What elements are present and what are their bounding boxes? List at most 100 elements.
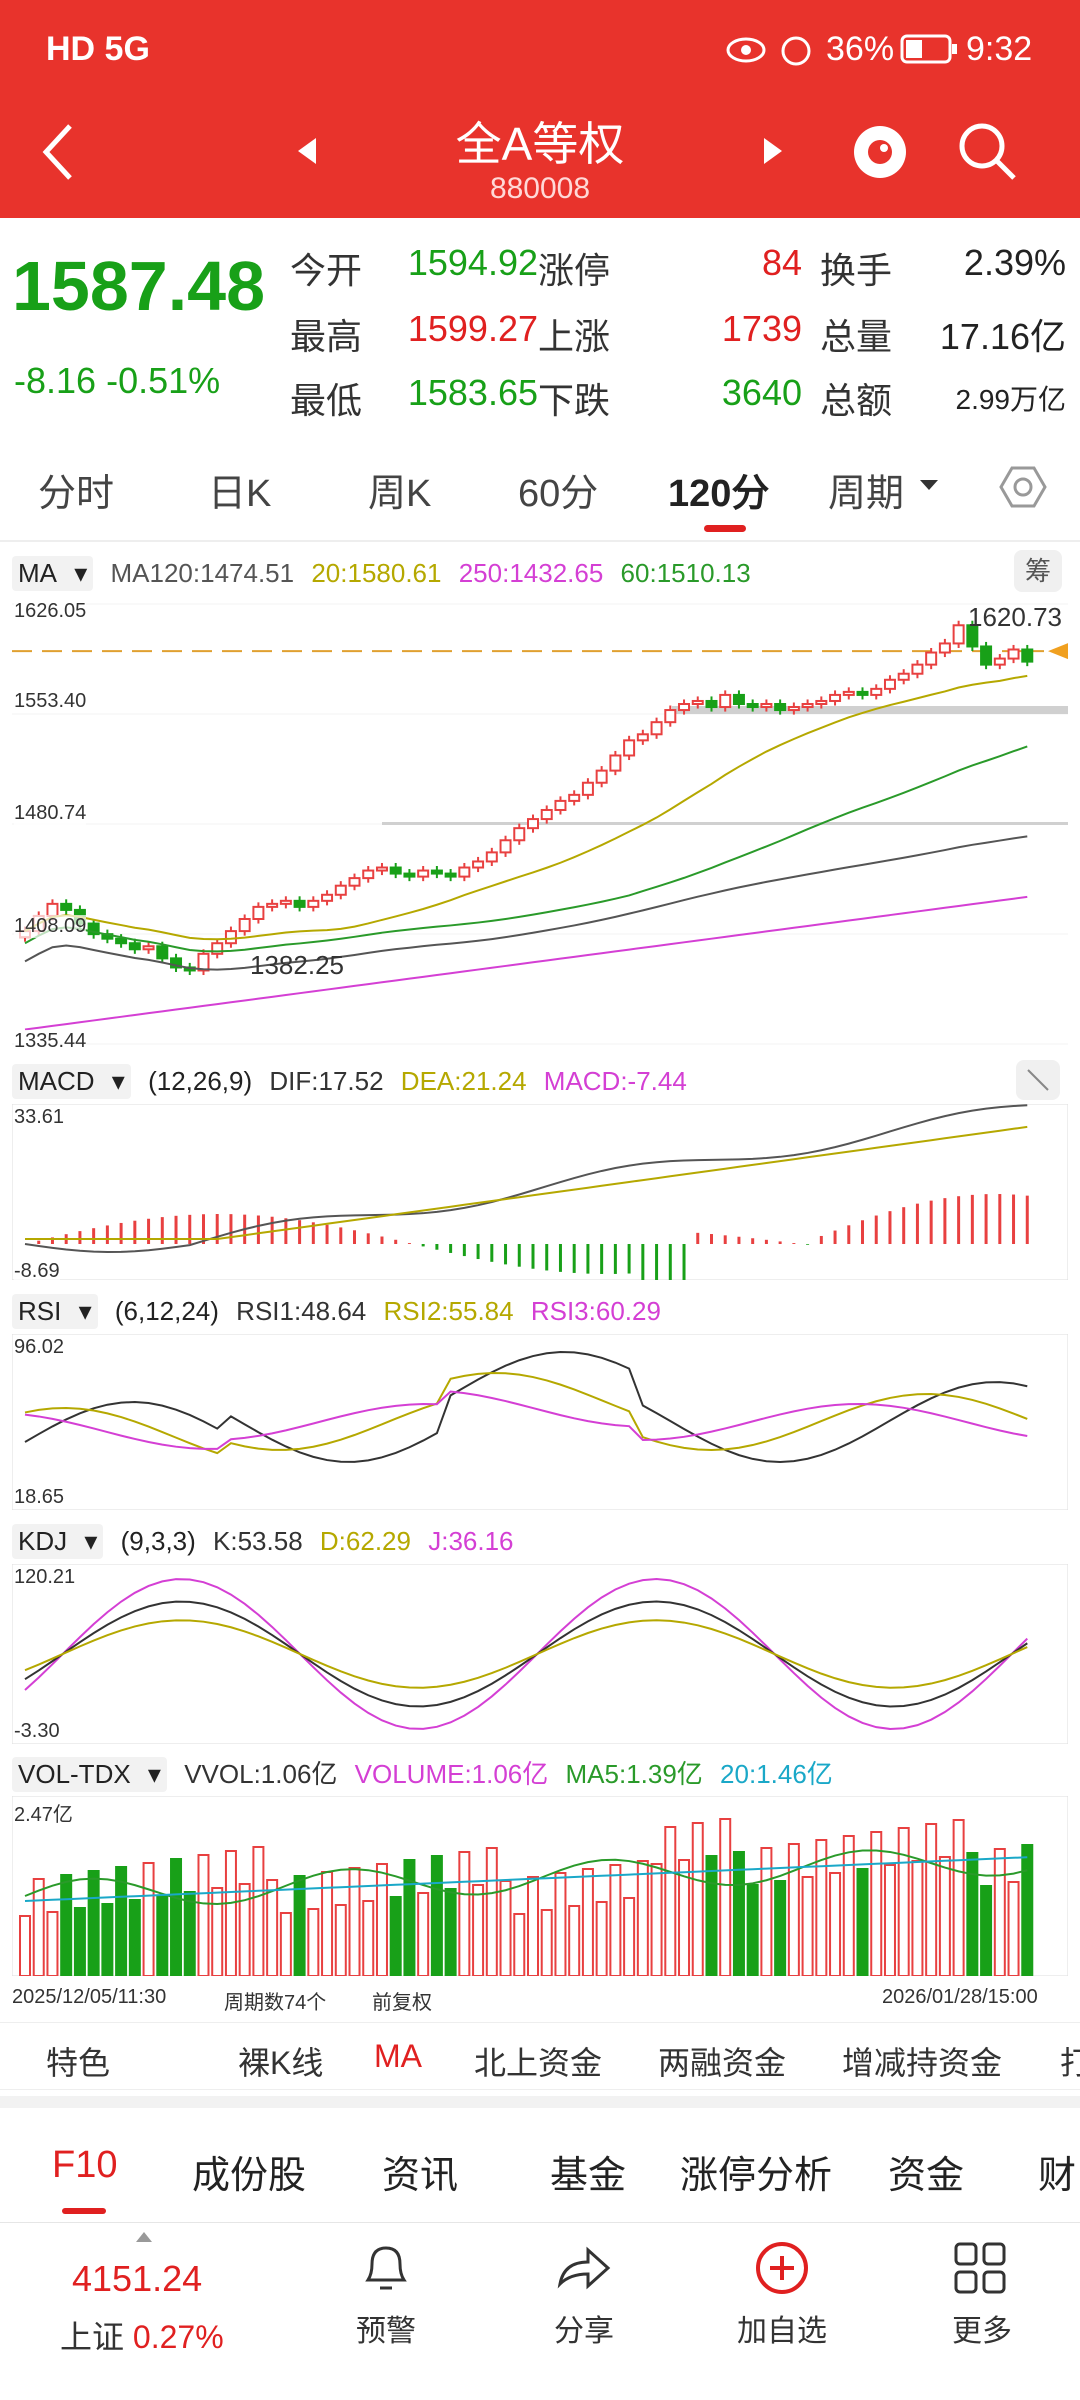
feature-tab-3[interactable]: 北上资金 [474, 2045, 603, 2081]
divider [0, 540, 1080, 542]
candle [485, 851, 498, 863]
candle [417, 869, 430, 878]
volume-bar [115, 1866, 128, 1976]
nav-0[interactable]: 预警 [356, 2315, 416, 2348]
candle [883, 678, 896, 690]
volume-bar [430, 1855, 443, 1976]
nav-1[interactable]: 分享 [554, 2315, 614, 2348]
feature-tab-4[interactable]: 两融资金 [658, 2045, 787, 2081]
candle [911, 663, 924, 675]
candle [1021, 648, 1034, 663]
candle [472, 860, 485, 869]
volume-bar [224, 1850, 237, 1976]
vol-legend: VOL-TDX ▾ VVOL:1.06亿 VOLUME:1.06亿 MA5:1.… [12, 1754, 843, 1792]
volume-bar [746, 1884, 759, 1976]
volume-bar [60, 1874, 73, 1976]
kdj-line [24, 1600, 1028, 1708]
mascot-icon[interactable] [848, 116, 912, 186]
volume-bar [73, 1907, 86, 1976]
vol-ma20 [24, 1856, 1028, 1902]
prev-arrow-icon[interactable] [296, 136, 320, 166]
ma-line [24, 835, 1028, 971]
tab-1[interactable]: 日K [208, 473, 272, 515]
rsi-params: (6,12,24) [114, 1296, 219, 1326]
nav-2[interactable]: 加自选 [737, 2315, 827, 2348]
candle [568, 793, 581, 802]
chip-button[interactable]: 筹 [1014, 550, 1062, 592]
volume-bar [732, 1851, 745, 1976]
share-icon[interactable] [554, 2240, 614, 2296]
macd-dea: DEA:21.24 [400, 1066, 527, 1096]
candle [266, 902, 279, 908]
ma60-value: 60:1510.13 [620, 558, 751, 588]
tab-5[interactable]: 周期 [828, 473, 905, 515]
volume-bar [266, 1879, 279, 1976]
vol-ma5 [24, 1849, 1028, 1905]
kdj-params: (9,3,3) [120, 1526, 196, 1556]
volume-bar [678, 1859, 691, 1976]
candle [595, 769, 608, 784]
ma-selector[interactable]: MA ▾ [12, 556, 94, 591]
info-tab-6[interactable]: 财 [1038, 2155, 1077, 2197]
section-gap [0, 2096, 1080, 2108]
kdj-selector[interactable]: KDJ ▾ [12, 1524, 104, 1559]
add-favorite-icon[interactable] [752, 2238, 812, 2298]
feature-tab-5[interactable]: 增减持资金 [842, 2045, 1003, 2081]
kline-chart[interactable] [12, 600, 1068, 1056]
candle [966, 624, 979, 648]
feature-tab-0[interactable]: 特色 [46, 2045, 111, 2081]
candle [650, 721, 663, 736]
feature-tab-2[interactable]: MA [374, 2038, 422, 2074]
candle [128, 942, 141, 951]
info-tab-4[interactable]: 涨停分析 [680, 2155, 833, 2197]
expand-icon[interactable] [1016, 1060, 1060, 1100]
rsi-selector[interactable]: RSI ▾ [12, 1294, 98, 1329]
tab-2[interactable]: 周K [368, 473, 432, 515]
candle [444, 872, 457, 878]
feature-tab-1[interactable]: 裸K线 [238, 2045, 324, 2081]
volume-bar [170, 1858, 183, 1976]
rsi1: RSI1:48.64 [236, 1296, 367, 1326]
app-header: HD 5G 36% 9:32 全A等权 880008 [0, 0, 1080, 218]
info-tab-1[interactable]: 成份股 [192, 2155, 307, 2197]
nav-3[interactable]: 更多 [952, 2315, 1012, 2348]
volume-bar [444, 1888, 457, 1976]
info-tab-5[interactable]: 资金 [888, 2155, 965, 2197]
tab-3[interactable]: 60分 [518, 473, 599, 515]
more-grid-icon[interactable] [952, 2240, 1008, 2296]
index-row[interactable]: 上证 0.27% [60, 2312, 224, 2358]
kdj-chart [12, 1564, 1068, 1744]
candle [581, 781, 594, 796]
volume-bar [540, 1909, 553, 1976]
back-icon[interactable] [38, 122, 78, 182]
rsi-bottom: 18.65 [14, 1486, 65, 1509]
info-tab-3[interactable]: 基金 [550, 2155, 627, 2197]
kdj-k: K:53.58 [213, 1526, 303, 1556]
info-tab-0[interactable]: F10 [52, 2144, 118, 2186]
dropdown-icon[interactable] [918, 478, 940, 492]
volume-bar [238, 1883, 251, 1976]
rsi-line [24, 1390, 1028, 1450]
candle [156, 945, 169, 960]
candle [691, 699, 704, 706]
info-tab-2[interactable]: 资讯 [382, 2155, 459, 2197]
feature-tab-6[interactable]: 打 [1060, 2045, 1080, 2081]
bell-icon[interactable] [358, 2240, 414, 2296]
candle [774, 703, 787, 712]
vol-selector[interactable]: VOL-TDX ▾ [12, 1757, 167, 1792]
volume-bar [19, 1915, 31, 1976]
feature-bar [0, 2022, 1080, 2090]
volume-bar [513, 1913, 526, 1976]
macd-selector[interactable]: MACD ▾ [12, 1064, 131, 1099]
candle [87, 922, 100, 936]
high-marker: 1620.73 [968, 602, 1062, 632]
volume-bar [568, 1905, 581, 1976]
quote-value: 84 [761, 242, 802, 283]
tab-4[interactable]: 120分 [668, 473, 770, 515]
settings-icon[interactable] [998, 462, 1048, 512]
search-icon[interactable] [956, 120, 1020, 184]
tab-0[interactable]: 分时 [38, 473, 115, 515]
index-value[interactable]: 4151.24 [72, 2258, 203, 2299]
rsi2: RSI2:55.84 [383, 1296, 514, 1326]
next-arrow-icon[interactable] [760, 136, 784, 166]
